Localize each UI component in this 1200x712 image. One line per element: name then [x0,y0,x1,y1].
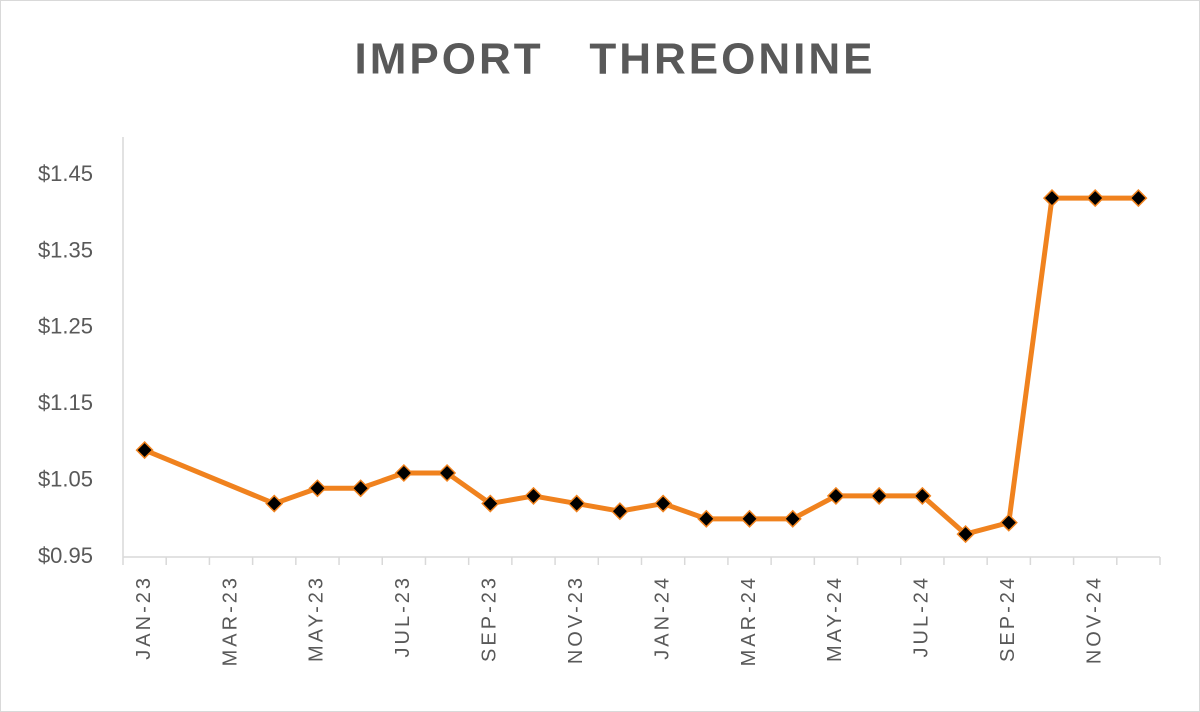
marker [826,486,845,505]
marker [740,509,759,528]
x-tick-label: MAR-23 [219,575,241,666]
y-tick-label: $1.15 [38,390,93,415]
marker [870,486,889,505]
y-tick-label: $1.35 [38,237,93,262]
marker [308,479,327,498]
marker [524,486,543,505]
marker [1042,189,1062,208]
marker [1086,189,1105,208]
y-tick-label: $1.25 [38,314,93,339]
marker [610,502,629,521]
marker [438,463,457,483]
marker [265,494,284,513]
x-tick-label: JAN-24 [651,575,673,660]
line [143,195,1139,537]
marker [394,463,413,483]
marker [567,494,586,513]
x-tick-label: MAY-24 [824,575,846,662]
marker [351,479,370,498]
x-tick-label: JUL-23 [392,575,414,657]
x-tick-label: SEP-23 [479,575,501,662]
y-tick-label: $0.95 [38,543,93,568]
marker [697,509,716,528]
marker [913,486,932,505]
chart-title: IMPORT THREONINE [355,35,876,84]
marker [783,509,802,528]
marker [135,441,154,460]
x-tick-label: NOV-23 [565,575,587,664]
marker [654,494,673,513]
x-tick-label: JAN-23 [133,575,155,660]
marker [956,525,975,544]
marker [481,494,500,513]
x-tick-label: MAY-23 [306,575,328,662]
x-tick-label: MAR-24 [738,575,760,666]
x-tick-label: SEP-24 [997,575,1019,662]
marker [999,513,1018,532]
x-tick-label: NOV-24 [1083,575,1105,664]
y-tick-label: $1.45 [38,161,93,186]
x-tick-label: JUL-24 [911,575,933,657]
marker [1129,189,1148,208]
y-tick-label: $1.05 [38,466,93,491]
